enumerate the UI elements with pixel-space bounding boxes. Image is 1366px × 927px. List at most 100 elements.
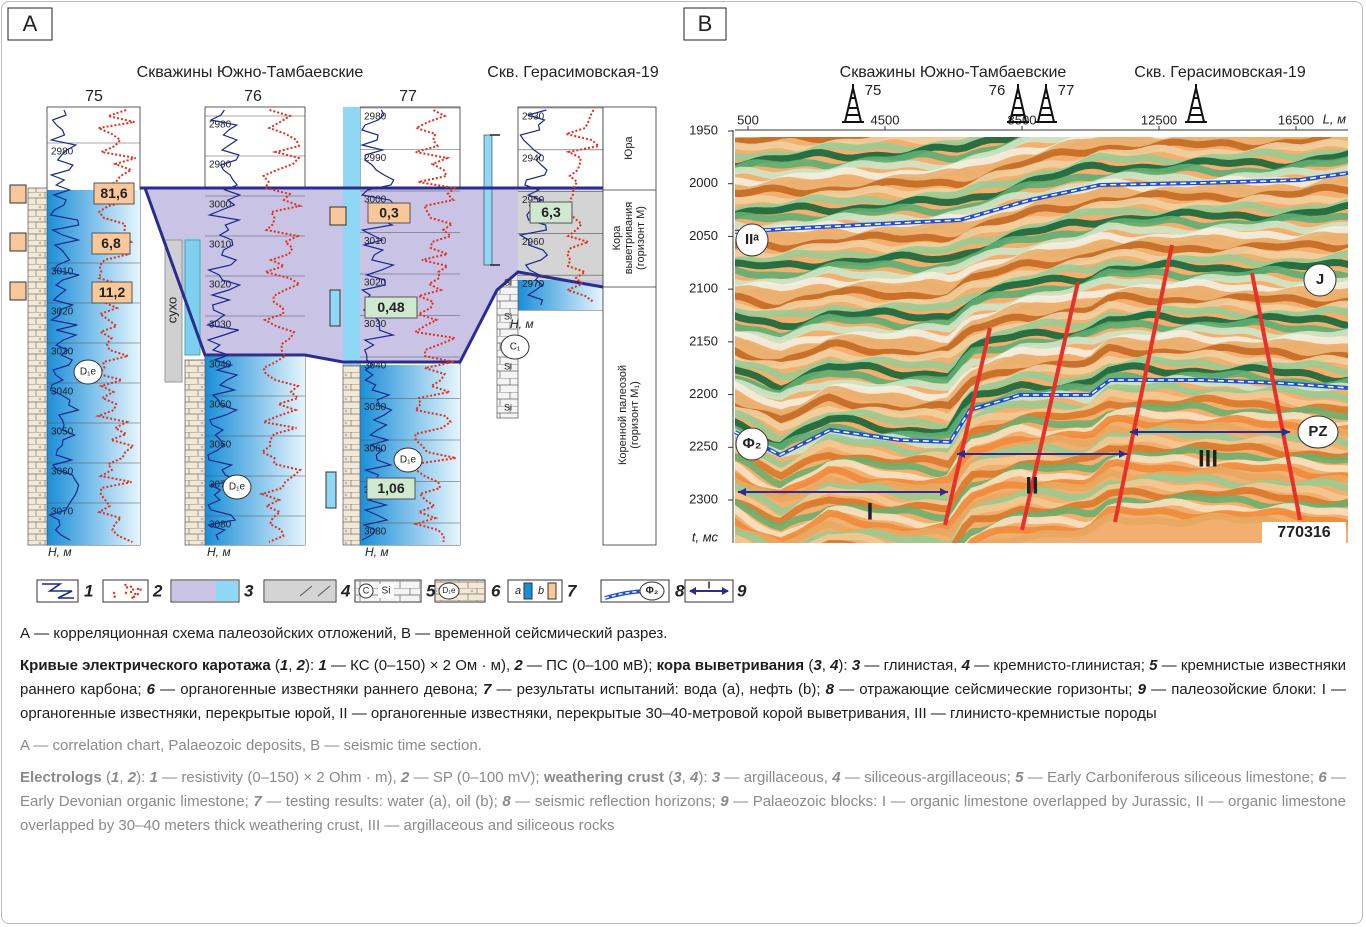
reflector [735, 337, 1348, 419]
x-axis-label: L, м [1323, 111, 1346, 126]
depth-label: 3080 [364, 527, 387, 538]
depth-label: 2940 [522, 153, 545, 164]
caption-segment: 2 [127, 769, 137, 786]
y-tick-label: 2200 [689, 386, 718, 401]
legend-dot [131, 596, 134, 599]
formation-label: D₁e [400, 455, 417, 466]
caption-ru-body: Кривые электрического каротажа (1, 2): 1… [20, 654, 1346, 726]
reflector [735, 250, 1348, 319]
caption-segment: кора выветривания [656, 657, 805, 674]
test-value: 1,06 [377, 480, 404, 496]
caption-segment: 8 [825, 681, 834, 698]
label-badge [1303, 263, 1337, 297]
reflector [735, 362, 1348, 450]
caption-segment: , [288, 657, 297, 674]
reflector [735, 454, 1348, 541]
caption-segment: Electrologs [20, 769, 102, 786]
depth-label: 3050 [51, 427, 74, 438]
depth-label: 3050 [364, 402, 387, 413]
seismic [733, 52, 1349, 543]
caption-segment: 1 [149, 769, 158, 786]
reflector [975, 512, 1348, 543]
y-tick-label: 2000 [689, 175, 718, 190]
caption-segment: 2 [514, 657, 523, 674]
zone-label: Юра [623, 135, 635, 159]
caption-segment: 1 [318, 657, 327, 674]
horizon-dash [734, 379, 1349, 456]
caption-segment: 9 [1137, 681, 1146, 698]
legend-dot [113, 595, 116, 598]
reflector [964, 498, 1348, 543]
x-tick-label: 4500 [871, 112, 900, 127]
depth-label: 3040 [51, 387, 74, 398]
reflector [735, 137, 1226, 189]
depth-label: 3080 [209, 520, 232, 531]
legend-swatch [547, 582, 557, 600]
caption-segment: ): [698, 769, 712, 786]
legend-number: 3 [244, 581, 254, 600]
bracket [490, 134, 500, 266]
test-box [364, 296, 418, 319]
legend-dot [136, 587, 140, 591]
water-column [483, 134, 493, 266]
fault [1113, 244, 1174, 523]
legend-number: 8 [675, 581, 685, 600]
panel-label: A [23, 11, 38, 36]
caption-segment: 3 [851, 657, 861, 674]
zone-label: (горизонт М₁) [629, 381, 641, 449]
legend-number: 4 [340, 581, 351, 600]
reflector [735, 349, 1348, 432]
lithology [342, 364, 361, 546]
legend-dot [139, 588, 142, 591]
test-interval [9, 281, 27, 301]
test-value: 0,3 [379, 205, 399, 221]
fault [1250, 272, 1302, 521]
caption-segment: — палеозойские блоки: I — органогенные и… [20, 681, 1347, 722]
panel-title: Скважины Южно-Тамбаевские [137, 64, 364, 81]
x-tick-label: 12500 [1141, 112, 1177, 127]
caption-segment: — Early Devonian organic limestone; [20, 769, 1346, 810]
panel-title: Скважины Южно-Тамбаевские [840, 64, 1067, 81]
x-tick-label: 500 [737, 112, 759, 127]
caption-en-body: Electrologs (1, 2): 1 — resistivity (0–1… [20, 766, 1346, 838]
block-label: I [867, 498, 874, 525]
test-box [529, 201, 573, 224]
lith-label: Si [504, 402, 512, 412]
caption-segment: — кремнисто-глинистая; [969, 657, 1150, 674]
reflector [966, 505, 1348, 543]
formation-badge [393, 447, 423, 473]
well-icon [1185, 84, 1207, 123]
caption-segment: 5 [1149, 657, 1158, 674]
legend-dot [134, 592, 137, 596]
dry-label: сухо [164, 297, 179, 324]
caption-segment: — SP (0–100 mV); [409, 769, 544, 786]
well-name: 77 [399, 88, 417, 105]
caption-segment: 3 [711, 769, 721, 786]
lithology [27, 187, 48, 546]
caption-segment: , [681, 769, 691, 786]
legend-number: 9 [737, 581, 747, 600]
caption-segment: , [119, 769, 128, 786]
test-value: 6,8 [101, 235, 121, 251]
well-name: 75 [865, 82, 882, 99]
well-name: 77 [1058, 82, 1075, 99]
reflector [733, 52, 1349, 114]
caption-segment: ( [663, 769, 674, 786]
caption-segment: ( [270, 657, 280, 674]
caption-segment: ): [838, 657, 852, 674]
caption-segment: ): [305, 657, 319, 674]
caption-segment: — глинистая, [860, 657, 962, 674]
depth-unit: H, м [48, 545, 72, 559]
test-interval [325, 471, 337, 509]
caption-en-title: A — correlation chart, Palaeozoic deposi… [20, 737, 482, 754]
reflector [735, 175, 1348, 246]
depth-label: 3000 [364, 195, 387, 206]
reflector [735, 226, 1348, 293]
reflector [957, 492, 1348, 543]
label-badge [735, 427, 769, 461]
depth-label: 2980 [364, 112, 387, 123]
legend-swatch [216, 581, 238, 601]
lithology [184, 359, 206, 546]
formation-badge [222, 474, 252, 500]
